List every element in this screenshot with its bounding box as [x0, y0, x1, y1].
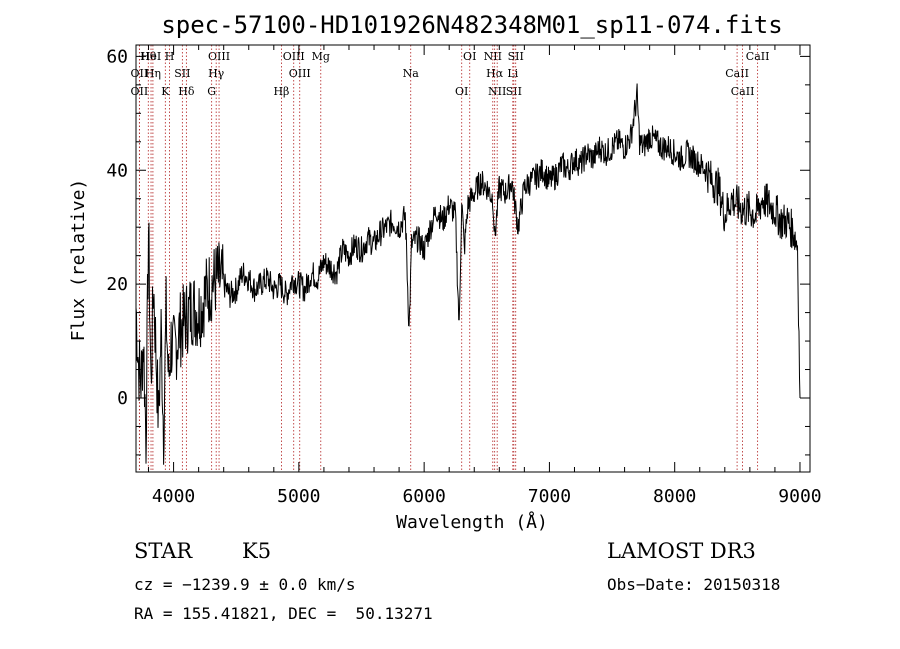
- line-marker-label: OIII: [283, 50, 305, 63]
- line-marker-label: NII: [484, 50, 502, 63]
- spectrum-chart: spec-57100-HD101926N482348M01_sp11-074.f…: [68, 11, 822, 533]
- spectrum-line: [135, 83, 801, 465]
- x-tick-label: 9000: [778, 486, 821, 507]
- line-marker-label: SII: [508, 50, 524, 63]
- x-tick-label: 4000: [152, 486, 195, 507]
- y-tick-label: 0: [117, 388, 128, 409]
- spectral-subclass: K5: [242, 539, 272, 563]
- redshift-readout: cz = −1239.9 ± 0.0 km/s: [134, 575, 356, 594]
- line-marker-label: K: [161, 85, 170, 98]
- line-marker-label: SII: [506, 85, 522, 98]
- observation-date: Obs−Date: 20150318: [607, 575, 781, 594]
- x-tick-label: 7000: [528, 486, 571, 507]
- chart-title: spec-57100-HD101926N482348M01_sp11-074.f…: [161, 11, 782, 39]
- line-marker-label: Na: [403, 67, 420, 80]
- line-marker-label: Hη: [145, 67, 161, 80]
- line-marker-label: Mg: [312, 50, 330, 63]
- x-axis-label: Wavelength (Å): [396, 511, 548, 533]
- y-tick-label: 20: [106, 274, 128, 295]
- spectrum-series: [135, 83, 801, 465]
- line-markers: HθOIIOIIHeIHηKHSIIHδOIIIHγGOIIIOIIIHβMgN…: [131, 45, 770, 472]
- line-marker-label: G: [207, 85, 216, 98]
- line-marker-label: OIII: [289, 67, 311, 80]
- y-tick-label: 60: [106, 46, 128, 67]
- line-marker-label: CaII: [746, 50, 770, 63]
- line-marker-label: Hδ: [178, 85, 195, 98]
- y-axis-label: Flux (relative): [68, 179, 89, 342]
- coordinates-readout: RA = 155.41821, DEC = 50.13271: [134, 604, 433, 623]
- line-marker-label: OI: [463, 50, 476, 63]
- line-marker-label: H: [165, 50, 175, 63]
- line-marker-label: HeI: [141, 50, 161, 63]
- y-tick-label: 40: [106, 160, 128, 181]
- x-tick-label: 6000: [402, 486, 445, 507]
- x-tick-label: 8000: [653, 486, 696, 507]
- line-marker-label: SII: [174, 67, 190, 80]
- line-marker-label: OIII: [208, 50, 230, 63]
- plot-frame: [135, 44, 811, 473]
- line-marker-label: NII: [488, 85, 506, 98]
- line-marker-label: CaII: [731, 85, 755, 98]
- survey-name: LAMOST DR3: [607, 539, 756, 563]
- object-class: STAR: [134, 539, 193, 563]
- x-tick-label: 5000: [277, 486, 320, 507]
- line-marker-label: Hβ: [273, 85, 289, 98]
- line-marker-label: Hα: [486, 67, 504, 80]
- line-marker-label: Li: [507, 67, 518, 80]
- line-marker-label: CaII: [725, 67, 749, 80]
- line-marker-label: Hγ: [208, 67, 225, 80]
- line-marker-label: OII: [131, 85, 149, 98]
- axis-ticks: 4000 5000 6000 7000 8000 9000 0 20 40 60: [106, 45, 822, 507]
- line-marker-label: OI: [455, 85, 468, 98]
